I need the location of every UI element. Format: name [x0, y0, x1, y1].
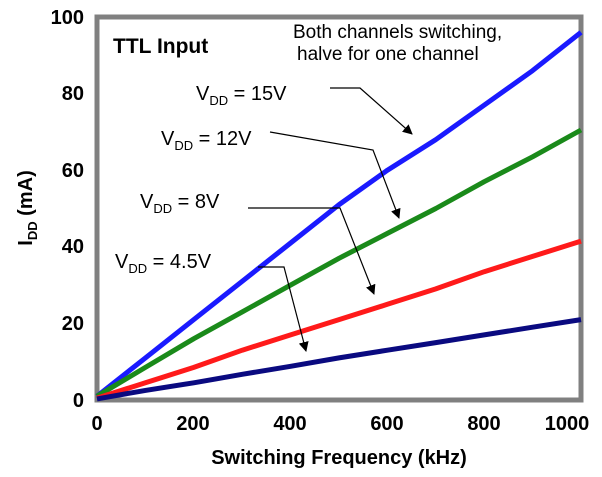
- series-line-vdd-15v: [95, 30, 583, 399]
- inset-title: TTL Input: [113, 35, 208, 58]
- series-layer: [95, 30, 583, 402]
- series-label-vdd-15v: VDD = 15V: [196, 83, 287, 108]
- y-tick-label: 80: [62, 83, 84, 105]
- leader-arrow-vdd-8v: [248, 207, 376, 295]
- x-tick-label: 800: [467, 413, 500, 435]
- leader-arrow-vdd-4-5v: [258, 266, 309, 352]
- y-tick-label: 40: [62, 236, 84, 258]
- x-tick-label: 600: [370, 413, 403, 435]
- series-label-vdd-12v: VDD = 12V: [161, 128, 252, 153]
- y-tick-label: 0: [73, 390, 84, 412]
- series-label-vdd-4-5v: VDD = 4.5V: [115, 251, 212, 276]
- y-tick-label: 60: [62, 160, 84, 182]
- series-line-vdd-4-5v: [96, 317, 582, 402]
- series-label-vdd-8v: VDD = 8V: [140, 191, 220, 216]
- x-tick-label: 400: [273, 413, 306, 435]
- x-tick-label: 0: [91, 413, 102, 435]
- leader-arrow-vdd-15v: [330, 87, 413, 135]
- y-tick-label: 100: [51, 7, 84, 29]
- note-line-1: Both channels switching,: [293, 22, 502, 43]
- series-line-vdd-12v: [95, 127, 583, 399]
- x-axis-label: Switching Frequency (kHz): [211, 447, 467, 469]
- leader-arrow-vdd-12v: [269, 131, 401, 219]
- y-axis-label: IDD (mA): [15, 170, 40, 245]
- series-line-vdd-8v: [96, 238, 582, 401]
- y-tick-label: 20: [62, 313, 84, 335]
- x-tick-label: 200: [176, 413, 209, 435]
- note-line-2: halve for one channel: [297, 44, 479, 65]
- x-tick-label: 1000: [545, 413, 590, 435]
